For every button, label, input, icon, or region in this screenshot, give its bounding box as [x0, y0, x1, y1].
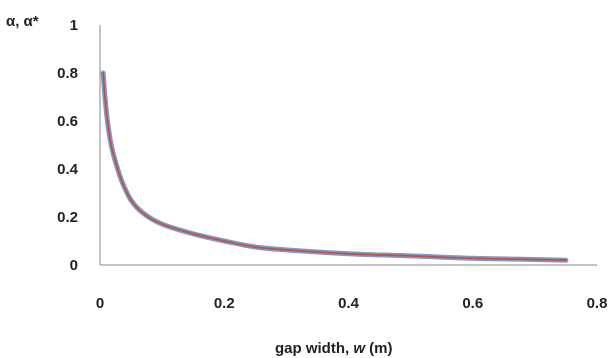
y-axis-ticks: 0 0.2 0.4 0.6 0.8 1 [57, 17, 79, 274]
x-axis-title-text: gap width, [275, 340, 353, 357]
x-axis-title: gap width, w (m) [275, 340, 393, 357]
x-tick-label: 0.8 [587, 295, 608, 312]
x-axis-title-variable: w [353, 340, 366, 357]
x-tick-label: 0.6 [462, 295, 483, 312]
x-axis-title-unit: (m) [365, 340, 393, 357]
x-tick-label: 0.4 [338, 295, 360, 312]
plot-area: 0 0.2 0.4 0.6 0.8 1 0 0.2 0.4 0.6 0.8 [57, 17, 607, 312]
x-axis-ticks: 0 0.2 0.4 0.6 0.8 [96, 295, 608, 312]
series-layer [100, 70, 569, 263]
y-tick-label: 0 [70, 257, 78, 274]
series-line-2 [102, 72, 567, 262]
x-tick-label: 0.2 [214, 295, 235, 312]
y-tick-label: 0.6 [57, 113, 78, 130]
y-tick-label: 1 [70, 17, 78, 34]
series-line-1 [100, 70, 569, 263]
x-tick-label: 0 [96, 295, 104, 312]
y-tick-label: 0.2 [57, 209, 78, 226]
y-tick-label: 0.4 [57, 161, 79, 178]
y-axis-title: α, α* [6, 13, 39, 30]
y-tick-label: 0.8 [57, 65, 78, 82]
